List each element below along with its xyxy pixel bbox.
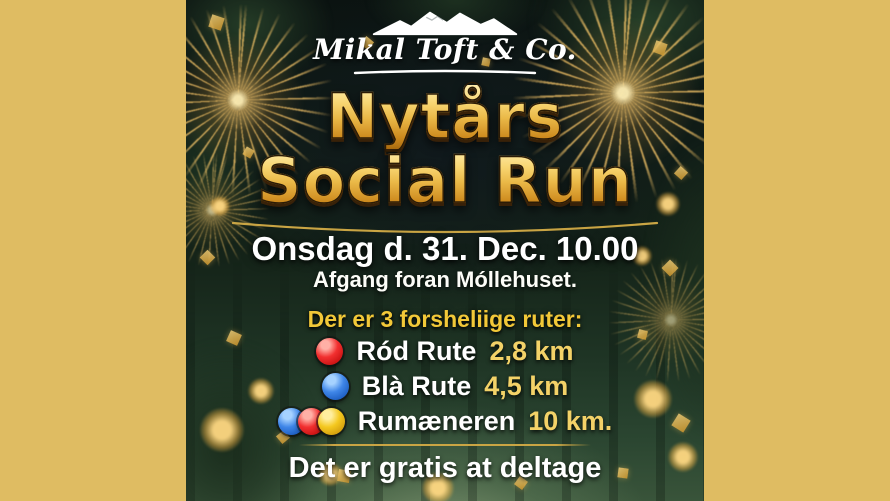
- route-row-red: Ród Rute 2,8 km: [316, 335, 574, 366]
- nytars-social-run-poster: Mikal Toft & Co. Nytårs Social Run Onsda…: [186, 0, 704, 501]
- route-dots: [316, 337, 344, 365]
- poster-title-line2: Social Run: [186, 148, 704, 214]
- route-row-blue: Blà Rute 4,5 km: [321, 370, 569, 401]
- route-dots: [277, 407, 345, 435]
- left-gold-margin: [0, 0, 186, 501]
- free-participation-note: Det er gratis at deltage: [288, 452, 602, 484]
- route-distance: 4,5 km: [484, 370, 569, 401]
- gold-divider-line: [299, 444, 591, 446]
- blue-route-dot-icon: [321, 372, 349, 400]
- event-datetime: Onsdag d. 31. Dec. 10.00: [251, 230, 639, 267]
- poster-title-line1: Nytårs: [186, 84, 704, 150]
- route-distance: 2,8 km: [489, 335, 574, 366]
- gold-arc-divider: [231, 221, 659, 234]
- meeting-point: Afgang foran Móllehuset.: [313, 267, 577, 292]
- routes-heading: Der er 3 forsheliige ruter:: [307, 306, 583, 332]
- right-gold-margin: [704, 0, 890, 501]
- brand-underline-swoosh: [353, 69, 537, 75]
- poster-title: Nytårs Social Run: [186, 84, 704, 214]
- route-name: Rumæneren: [357, 405, 516, 436]
- route-dots: [321, 372, 349, 400]
- red-route-dot-icon: [316, 337, 344, 365]
- route-name: Ród Rute: [356, 335, 477, 366]
- yellow-route-dot-icon: [317, 407, 345, 435]
- brand-name: Mikal Toft & Co.: [313, 33, 577, 66]
- mountain-range-icon: [372, 11, 518, 36]
- routes-list: Ród Rute 2,8 km Blà Rute 4,5 km: [186, 335, 704, 436]
- route-distance: 10 km.: [528, 405, 613, 436]
- route-row-combined: Rumæneren 10 km.: [277, 405, 613, 436]
- poster-content: Mikal Toft & Co. Nytårs Social Run Onsda…: [186, 0, 704, 501]
- route-name: Blà Rute: [361, 370, 472, 401]
